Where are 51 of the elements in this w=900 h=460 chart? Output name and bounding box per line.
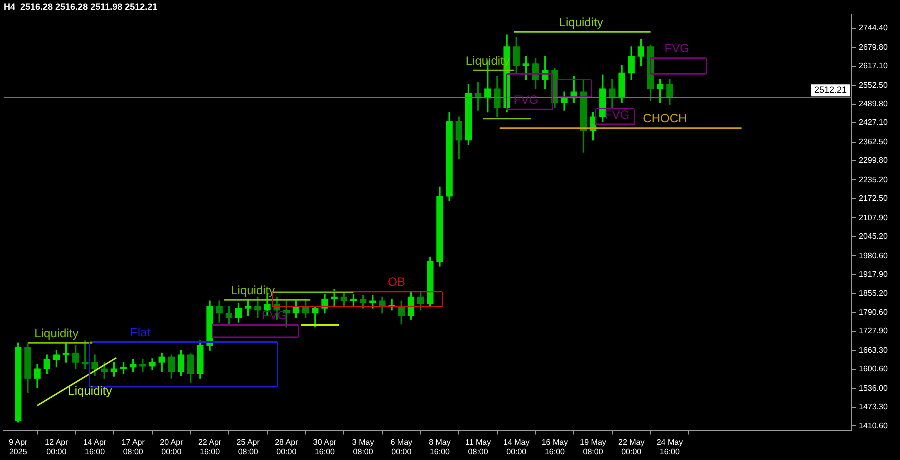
y-tick-label: 1473.30 [859,402,888,412]
y-tick-label: 1790.60 [859,308,888,318]
y-tick-label: 1727.90 [859,326,888,336]
x-tick-label: 3 May 08:00 [352,438,374,456]
y-tick-label: 1536.00 [859,384,888,393]
y-tick-label: 2427.10 [859,118,888,128]
annotation: Liquidity [34,326,79,340]
ref-line-label: 2512.21 [814,85,848,96]
x-tick-label: 25 Apr 08:00 [236,438,260,456]
x-tick-label: 22 May 00:00 [618,438,645,456]
x-tick-label: 8 May 16:00 [429,438,451,456]
y-tick-label: 2235.20 [859,175,888,184]
x-tick-label: 6 May 00:00 [390,438,413,456]
y-tick-label: 2299.80 [859,156,888,166]
y-tick-label: 1600.60 [859,364,888,374]
annotation: OB [388,275,406,290]
y-tick-label: 1410.60 [859,421,888,430]
y-tick-label: 2172.50 [859,194,888,204]
x-tick-label: 11 May 08:00 [465,438,492,456]
annotation: Liquidity [231,283,276,298]
annotation: Liquidity [68,384,112,398]
y-tick-label: 2744.40 [859,24,888,33]
y-tick-label: 2045.20 [859,232,888,242]
x-tick-label: 16 May 16:00 [542,438,568,456]
y-tick-label: 2552.50 [859,80,888,90]
y-tick-label: 2107.90 [859,213,888,222]
y-tick-label: 1980.60 [859,251,888,260]
annotation: Liquidity [559,15,604,30]
y-tick-label: 2489.80 [859,100,888,109]
x-tick-label: 24 May 16:00 [656,438,684,456]
y-tick-label: 2617.10 [859,62,888,71]
x-tick-label: 28 Apr 00:00 [275,438,299,456]
x-tick-label: 9 Apr 2025 [9,438,28,456]
annotation: CHOCH [643,112,688,126]
y-tick-label: 2679.80 [859,42,888,52]
y-tick-label: 2362.50 [859,137,888,146]
x-tick-label: 22 Apr 16:00 [198,438,222,456]
annotation: FVG [604,108,630,122]
annotation: FVG [664,42,690,56]
x-tick-label: 30 Apr 16:00 [313,438,337,456]
annotation: Flat [130,326,152,340]
x-tick-label: 19 May 08:00 [580,438,606,456]
x-tick-label: 14 May 00:00 [504,438,530,456]
y-tick-label: 1917.90 [859,270,888,280]
x-tick-label: 14 Apr 16:00 [83,438,107,456]
y-tick-label: 1855.20 [859,288,888,298]
chart-title: H4 2516.28 2516.28 2511.98 2512.21 [4,2,158,12]
x-tick-label: 12 Apr 00:00 [45,438,69,456]
x-tick-label: 17 Apr 08:00 [122,438,146,456]
x-tick-label: 20 Apr 00:00 [160,438,184,456]
y-tick-label: 1663.30 [859,346,888,355]
